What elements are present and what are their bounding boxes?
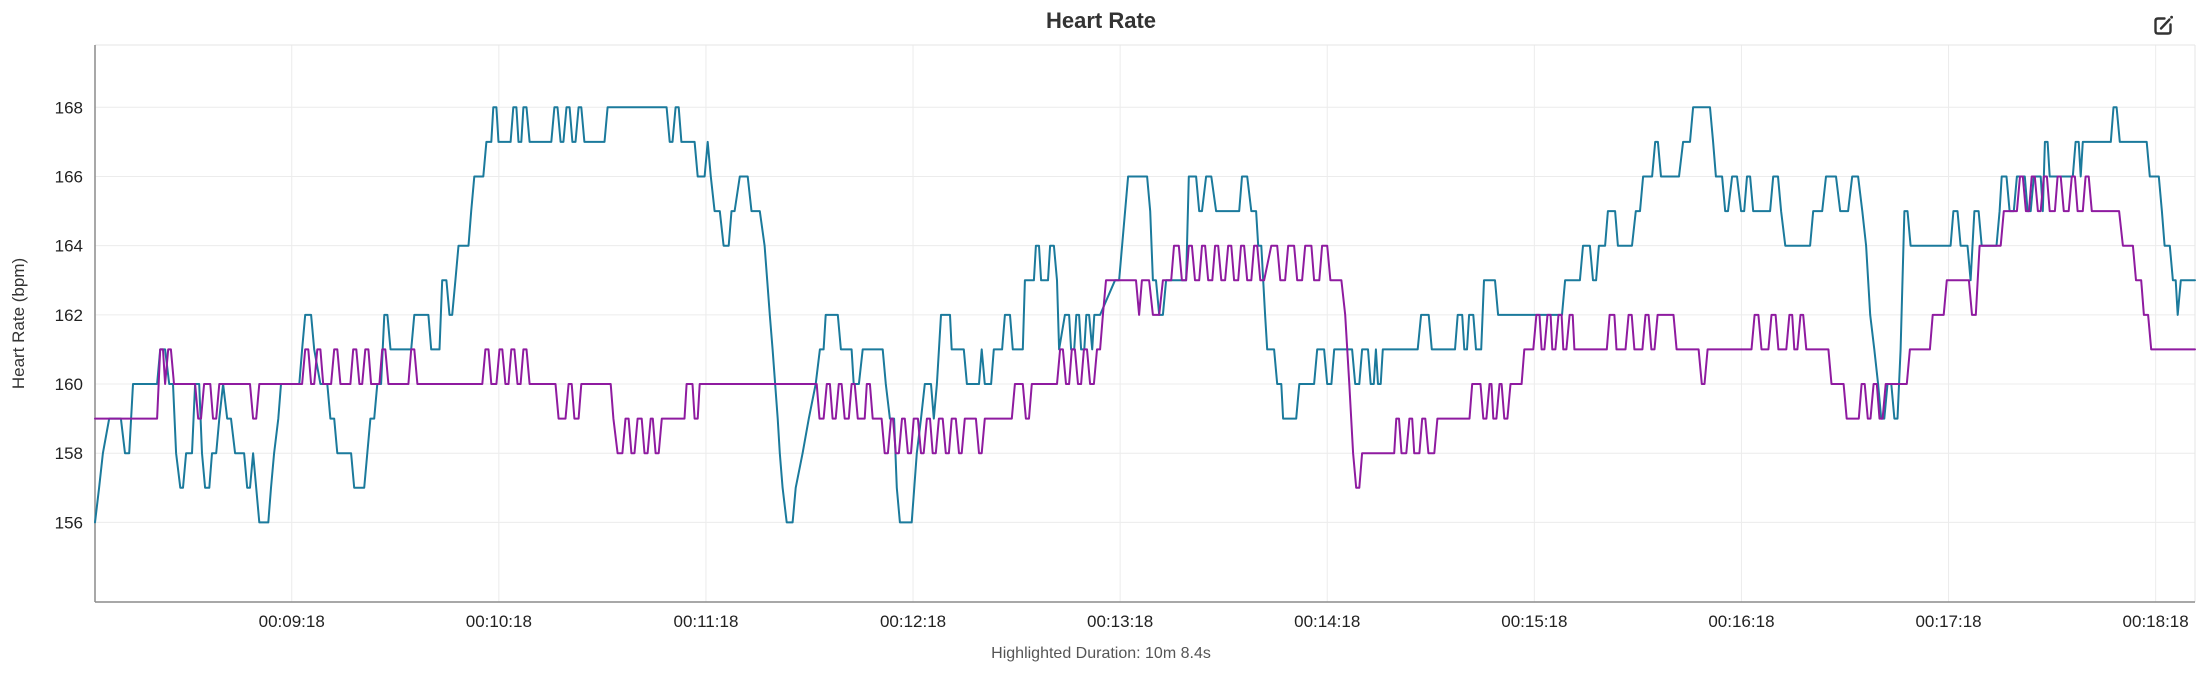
page-title: Heart Rate [1045, 8, 1157, 33]
x-tick-label: 00:14:18 [1294, 612, 1360, 631]
highlighted-duration-label: Highlighted Duration: 10m 8.4s [991, 645, 1211, 662]
hr-stream-teal-line [94, 106, 2196, 524]
y-tick-label: 160 [55, 375, 83, 394]
y-tick-label: 168 [55, 98, 83, 117]
x-tick-label: 00:13:18 [1087, 612, 1153, 631]
y-tick-label: 156 [55, 513, 83, 532]
x-tick-label: 00:18:18 [2123, 612, 2189, 631]
x-tick-label: 00:16:18 [1708, 612, 1774, 631]
edit-pencil-square-icon [2151, 15, 2175, 41]
y-tick-label: 166 [55, 167, 83, 186]
x-tick-label: 00:17:18 [1915, 612, 1981, 631]
y-tick-label: 164 [55, 237, 83, 256]
hr-stream-purple-line [94, 175, 2196, 489]
x-tick-label: 00:15:18 [1501, 612, 1567, 631]
x-tick-label: 00:10:18 [466, 612, 532, 631]
y-tick-label: 158 [55, 444, 83, 463]
y-tick-label: 162 [55, 306, 83, 325]
x-tick-label: 00:09:18 [259, 612, 325, 631]
x-tick-label: 00:11:18 [673, 612, 738, 631]
edit-chart-button[interactable] [2150, 14, 2176, 40]
x-tick-label: 00:12:18 [880, 612, 946, 631]
y-axis-title: Heart Rate (bpm) [9, 258, 28, 389]
